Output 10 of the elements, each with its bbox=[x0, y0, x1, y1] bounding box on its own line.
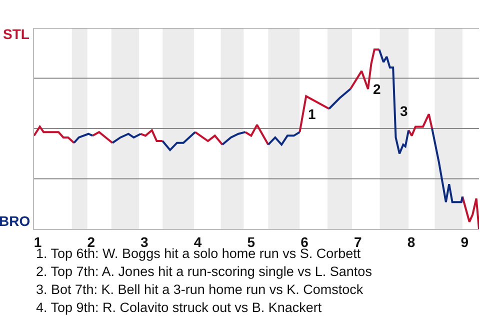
x-tick-label: 8 bbox=[407, 234, 416, 250]
text: 4. Top 9th: R. Colavito struck out vs B. Knackert bbox=[36, 300, 322, 315]
text: STL bbox=[3, 26, 30, 42]
annotation: 2 bbox=[373, 81, 381, 97]
text: 2. Top 7th: A. Jones hit a run-scoring single vs L. Santos bbox=[36, 264, 372, 279]
text: 3. Bot 7th: K. Bell hit a 3-run home run vs K. Comstock bbox=[36, 282, 364, 297]
annotation: 1 bbox=[308, 106, 316, 122]
annotation: 3 bbox=[400, 103, 408, 119]
text: BRO bbox=[0, 213, 30, 229]
x-tick-label: 9 bbox=[460, 234, 469, 250]
